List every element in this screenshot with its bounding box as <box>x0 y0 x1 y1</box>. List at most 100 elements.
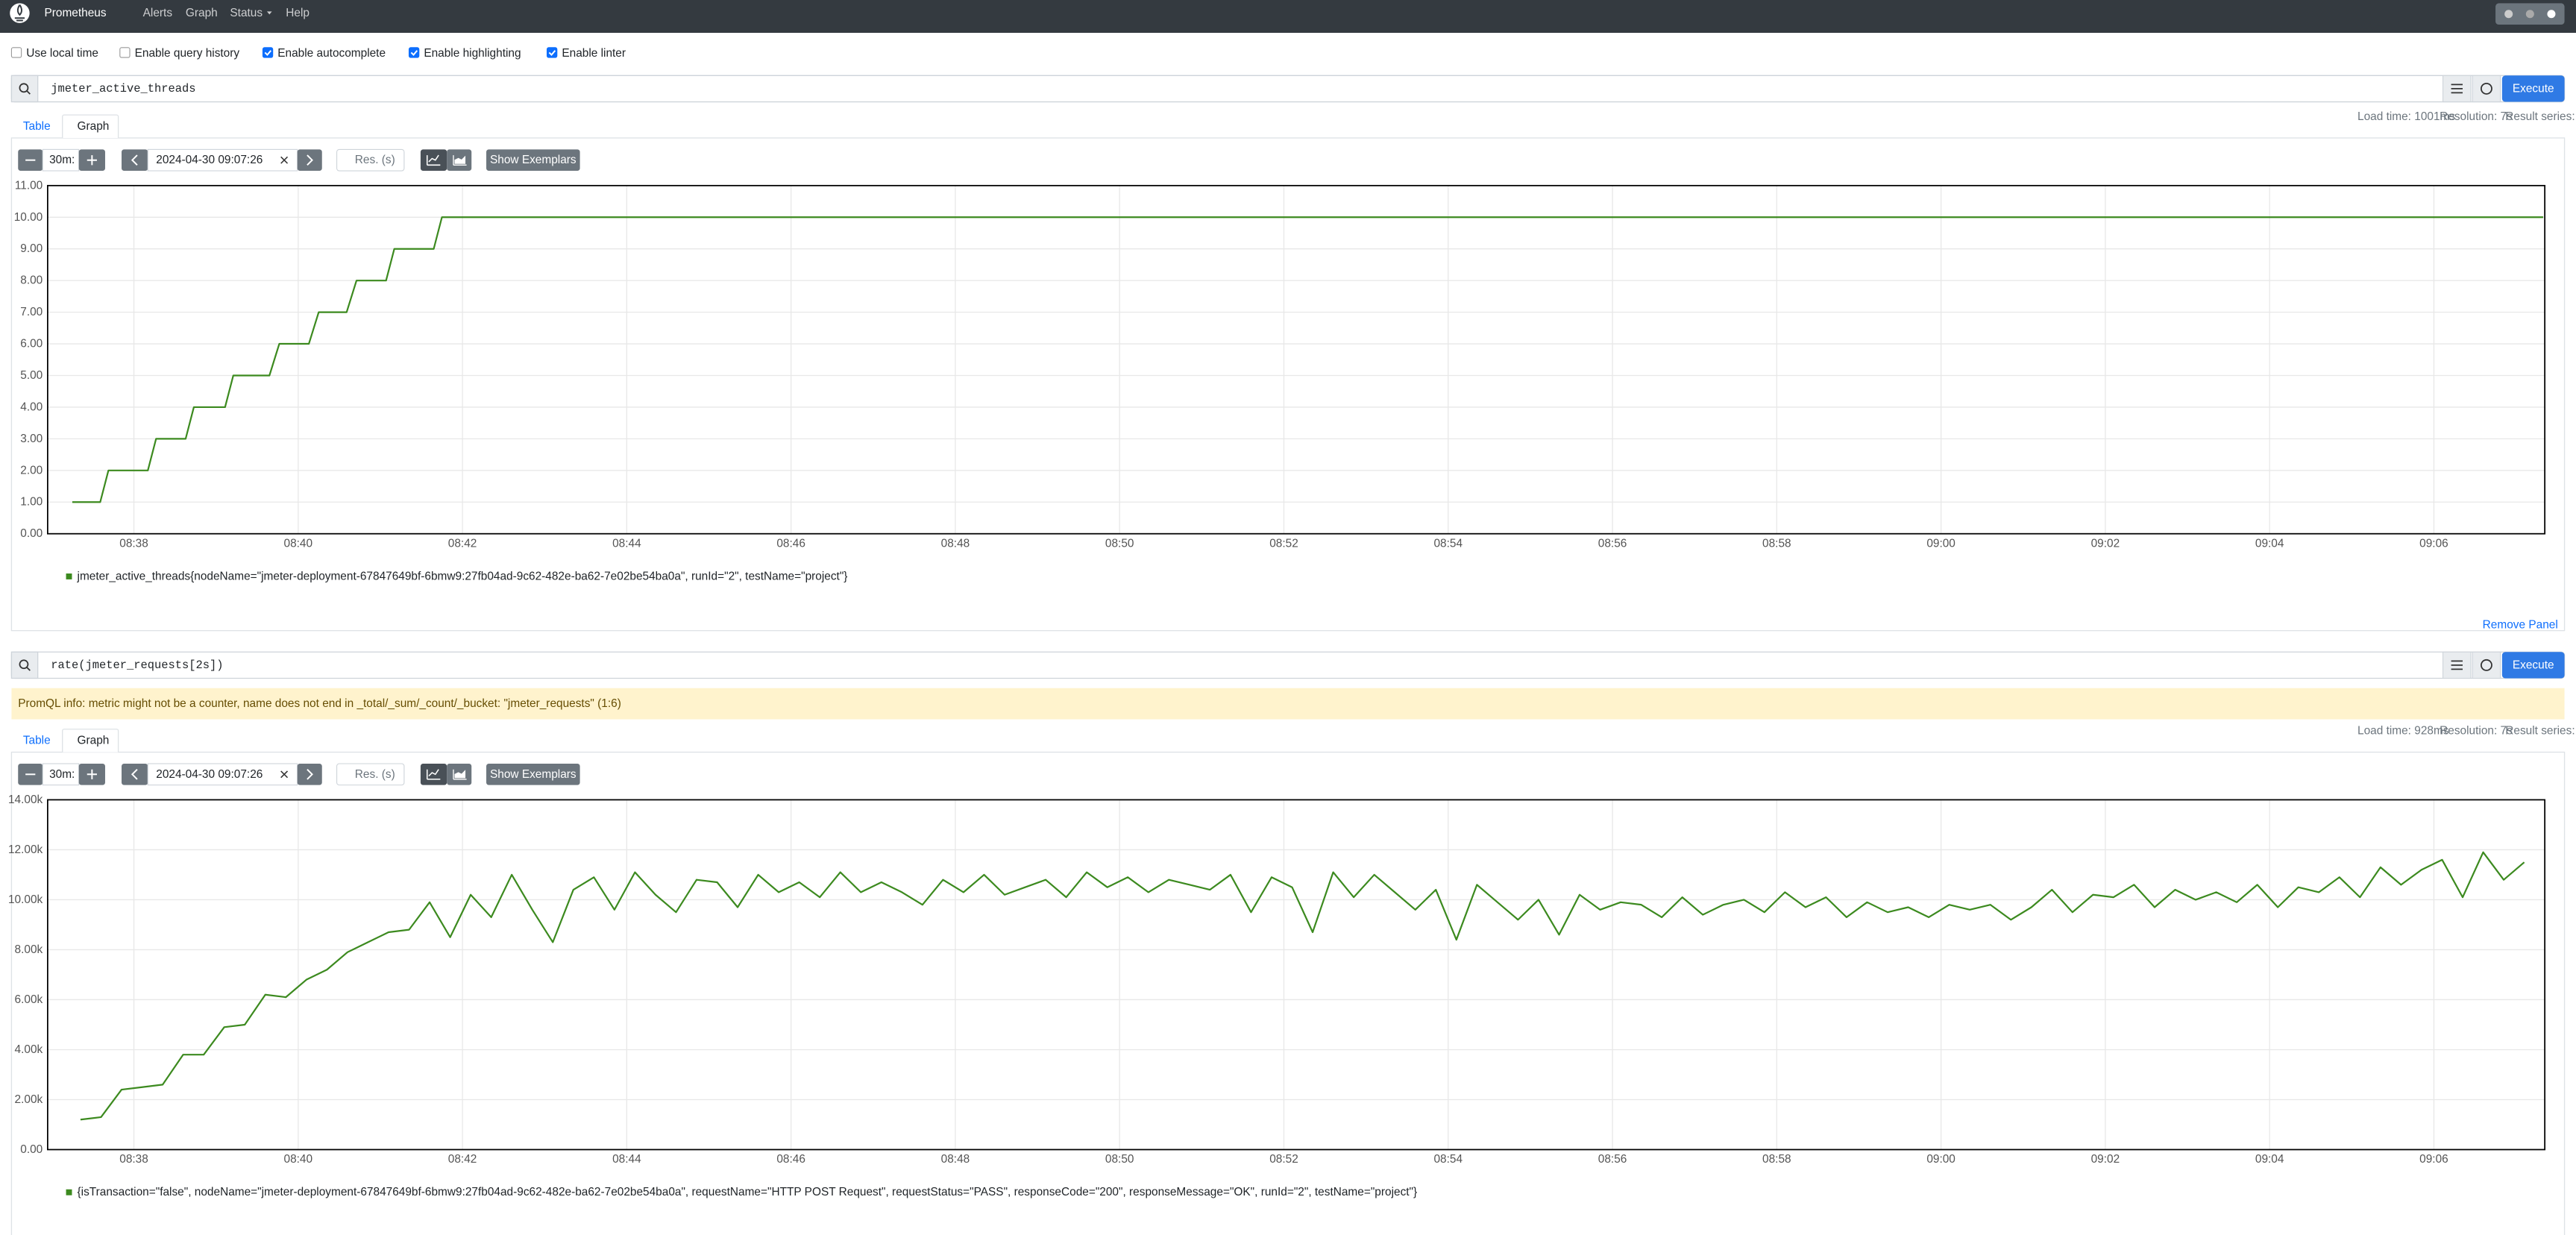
exemplars-label[interactable]: Show Exemplars <box>490 154 577 166</box>
tab[interactable]: Table <box>23 735 51 747</box>
query-text[interactable]: jmeter_active_threads <box>51 82 195 95</box>
theme-dark[interactable] <box>2525 10 2534 19</box>
query-input[interactable] <box>10 651 2566 679</box>
metrics-explorer-button[interactable] <box>2443 75 2472 103</box>
x-tick-label: 08:58 <box>1762 537 1791 550</box>
checkbox[interactable] <box>119 47 131 58</box>
legend-swatch[interactable] <box>65 1188 73 1196</box>
range-input[interactable] <box>42 763 80 786</box>
y-tick-label: 6.00 <box>20 338 43 351</box>
execute-label[interactable]: Execute <box>2513 659 2554 671</box>
x-tick-label: 09:06 <box>2419 537 2448 550</box>
list-icon <box>2451 660 2463 670</box>
legend-label[interactable]: {isTransaction="false", nodeName="jmeter… <box>78 1186 1418 1198</box>
area-icon <box>453 769 467 780</box>
x-tick-label: 09:00 <box>1926 1153 1955 1166</box>
time-next[interactable] <box>297 149 322 172</box>
execute-button[interactable] <box>2501 652 2565 679</box>
x-tick-label: 08:52 <box>1269 1153 1298 1166</box>
remove-panel[interactable]: Remove Panel <box>2483 618 2558 631</box>
x-tick-label: 08:40 <box>284 537 313 550</box>
checkbox[interactable] <box>408 47 420 58</box>
end-time[interactable]: 2024-04-30 09:07:26 <box>156 154 263 166</box>
resolution-placeholder[interactable]: Res. (s) <box>355 768 395 781</box>
y-tick-label: 2.00 <box>20 464 43 477</box>
query-input[interactable] <box>10 75 2566 103</box>
x-tick-label: 08:40 <box>284 1153 313 1166</box>
y-tick-label: 9.00 <box>20 242 43 255</box>
exemplars-button[interactable] <box>486 149 580 172</box>
option-label[interactable]: Enable query history <box>135 47 240 60</box>
search-icon-box <box>10 651 39 679</box>
time-prev[interactable] <box>122 763 148 785</box>
list-icon <box>2451 84 2463 94</box>
query-stat: Result series: 1 <box>2505 110 2576 123</box>
prev-icon <box>131 768 138 780</box>
plot-area <box>47 185 2545 534</box>
x-tick-label: 08:46 <box>776 1153 805 1166</box>
option-label[interactable]: Enable highlighting <box>424 47 521 60</box>
nav-link[interactable]: Help <box>286 7 310 19</box>
query-stat: Result series: 1 <box>2505 724 2576 737</box>
y-tick-label: 4.00k <box>15 1043 43 1056</box>
checkbox[interactable] <box>10 47 22 58</box>
legend-swatch[interactable] <box>65 573 73 580</box>
x-tick-label: 08:58 <box>1762 1153 1791 1166</box>
tab[interactable]: Graph <box>78 735 110 747</box>
x-tick-label: 08:56 <box>1598 1153 1627 1166</box>
search-icon <box>19 659 29 670</box>
theme-auto[interactable] <box>2547 10 2556 19</box>
exemplars-label[interactable]: Show Exemplars <box>490 768 577 781</box>
format-button[interactable] <box>2472 651 2501 679</box>
brand[interactable]: Prometheus <box>44 7 106 19</box>
y-tick-label: 0.00 <box>20 1143 43 1156</box>
x-tick-label: 08:38 <box>119 537 148 550</box>
option-label[interactable]: Enable autocomplete <box>277 47 386 60</box>
logo-mark <box>14 4 25 22</box>
nav-link[interactable]: Graph <box>186 7 218 19</box>
series-line <box>72 216 2543 503</box>
x-tick-label: 08:56 <box>1598 537 1627 550</box>
execute-button[interactable] <box>2501 75 2565 102</box>
tab[interactable]: Table <box>23 120 51 133</box>
time-input[interactable] <box>147 148 298 172</box>
end-time[interactable]: 2024-04-30 09:07:26 <box>156 768 263 781</box>
next-icon <box>307 154 313 166</box>
resolution-placeholder[interactable]: Res. (s) <box>355 154 395 166</box>
checkbox[interactable] <box>262 47 274 58</box>
format-button[interactable] <box>2472 75 2501 103</box>
range-value[interactable]: 30m: <box>49 154 75 166</box>
plot-border <box>47 799 2546 1151</box>
option-label[interactable]: Enable linter <box>562 47 626 60</box>
nav-link[interactable]: Alerts <box>143 7 173 19</box>
option-label[interactable]: Use local time <box>26 47 98 60</box>
legend-label[interactable]: jmeter_active_threads{nodeName="jmeter-d… <box>77 570 848 582</box>
y-tick-label: 4.00 <box>20 400 43 413</box>
exemplars-button[interactable] <box>486 763 580 785</box>
query-text[interactable]: rate(jmeter_requests[2s]) <box>51 659 223 672</box>
y-tick-label: 10.00k <box>8 893 43 906</box>
unstacked-button[interactable] <box>420 763 447 785</box>
line-icon <box>426 154 441 166</box>
nav-link[interactable]: Status <box>230 7 263 19</box>
resolution-input[interactable] <box>336 148 405 172</box>
resolution-input[interactable] <box>336 763 405 786</box>
unstacked-button[interactable] <box>420 149 447 172</box>
clear-time[interactable] <box>280 156 289 164</box>
x-tick-label: 08:44 <box>612 537 641 550</box>
clear-time[interactable] <box>280 770 289 779</box>
prev-icon <box>131 154 138 166</box>
range-value[interactable]: 30m: <box>49 768 75 781</box>
y-tick-label: 10.00 <box>14 211 43 224</box>
x-tick-label: 08:50 <box>1105 1153 1134 1166</box>
format-icon <box>2481 82 2492 95</box>
theme-light[interactable] <box>2504 10 2513 19</box>
time-prev[interactable] <box>122 149 148 172</box>
checkbox[interactable] <box>546 47 558 58</box>
y-tick-label: 12.00k <box>8 843 43 856</box>
execute-label[interactable]: Execute <box>2513 82 2554 95</box>
y-tick-label: 14.00k <box>8 794 43 806</box>
time-next[interactable] <box>297 763 322 785</box>
x-tick-label: 09:02 <box>2091 537 2120 550</box>
tab[interactable]: Graph <box>78 120 110 133</box>
